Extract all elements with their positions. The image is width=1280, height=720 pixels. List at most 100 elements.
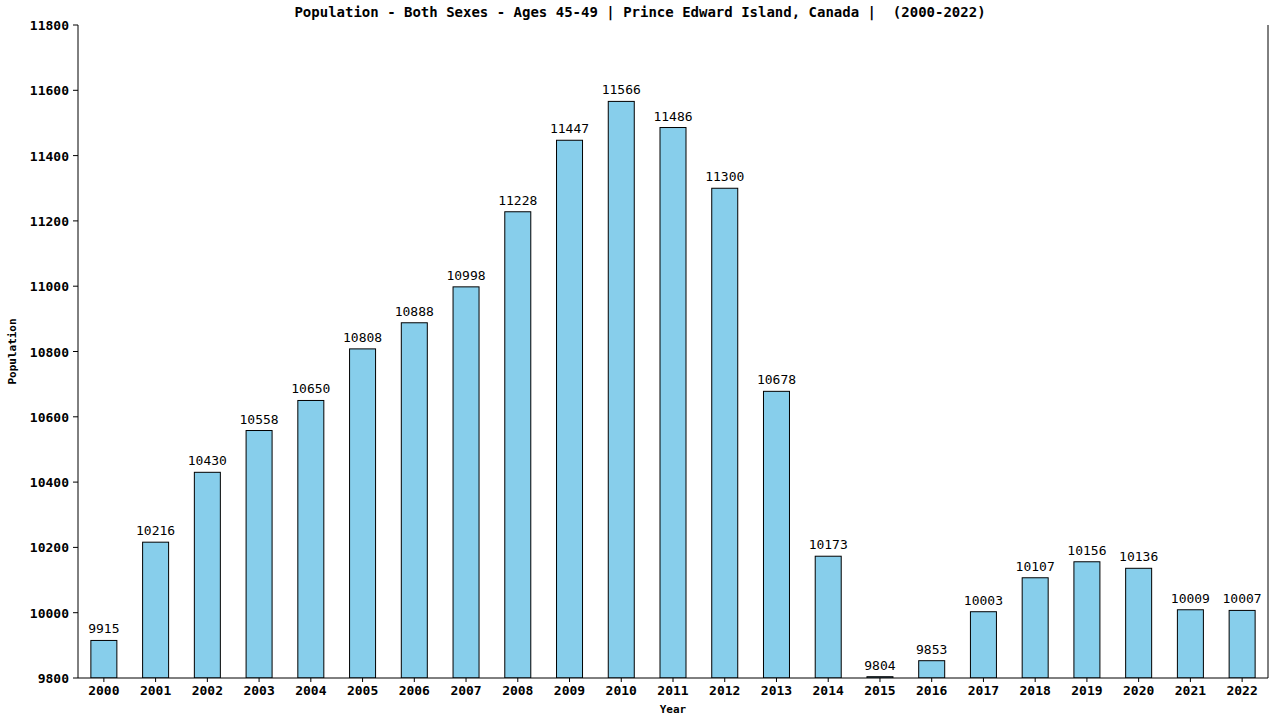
x-tick	[155, 678, 156, 682]
x-tick-label: 2005	[347, 683, 378, 698]
data-label: 10650	[291, 381, 330, 396]
y-tick	[73, 678, 78, 679]
bar	[401, 323, 427, 678]
data-label: 11228	[498, 193, 537, 208]
bar	[557, 140, 583, 678]
y-tick-label: 9800	[38, 671, 69, 686]
x-tick-label: 2016	[916, 683, 947, 698]
x-tick-label: 2009	[554, 683, 585, 698]
x-tick	[828, 678, 829, 682]
data-label: 10136	[1119, 549, 1158, 564]
data-label: 10678	[757, 372, 796, 387]
data-label: 9804	[864, 658, 895, 673]
data-label: 9915	[88, 621, 119, 636]
data-label: 10888	[395, 304, 434, 319]
x-tick-label: 2008	[502, 683, 533, 698]
x-tick	[1242, 678, 1243, 682]
bar	[505, 212, 531, 678]
bar	[143, 542, 169, 678]
bar	[608, 101, 634, 678]
data-label: 11566	[602, 82, 641, 97]
x-tick-label: 2014	[813, 683, 844, 698]
data-label: 10173	[809, 537, 848, 552]
bar	[246, 431, 272, 678]
x-tick	[1138, 678, 1139, 682]
y-tick	[73, 90, 78, 91]
y-tick-label: 10600	[30, 410, 69, 425]
y-tick	[73, 547, 78, 548]
data-label: 10107	[1016, 559, 1055, 574]
bar	[1126, 568, 1152, 678]
bar	[298, 400, 324, 678]
y-tick-label: 11400	[30, 149, 69, 164]
x-tick	[517, 678, 518, 682]
x-tick	[103, 678, 104, 682]
y-tick	[73, 286, 78, 287]
x-tick	[1086, 678, 1087, 682]
x-tick	[724, 678, 725, 682]
bar	[712, 188, 738, 678]
bar	[350, 349, 376, 678]
bar	[970, 612, 996, 678]
data-label: 11300	[705, 169, 744, 184]
x-tick-label: 2012	[709, 683, 740, 698]
x-tick	[776, 678, 777, 682]
bar	[1074, 562, 1100, 678]
x-tick	[259, 678, 260, 682]
x-tick-label: 2000	[88, 683, 119, 698]
x-tick-label: 2020	[1123, 683, 1154, 698]
bars	[91, 101, 1255, 678]
data-label: 10430	[188, 453, 227, 468]
y-tick-label: 11600	[30, 83, 69, 98]
x-tick	[673, 678, 674, 682]
data-label: 10003	[964, 593, 1003, 608]
x-tick	[466, 678, 467, 682]
x-tick	[569, 678, 570, 682]
y-tick	[73, 25, 78, 26]
y-tick-label: 10800	[30, 345, 69, 360]
data-label: 10558	[240, 412, 279, 427]
x-tick-label: 2019	[1071, 683, 1102, 698]
x-tick-label: 2002	[192, 683, 223, 698]
title: Population - Both Sexes - Ages 45-49 | P…	[294, 4, 985, 21]
x-tick-label: 2015	[864, 683, 895, 698]
bar	[194, 472, 220, 678]
x-tick	[362, 678, 363, 682]
x-tick-label: 2018	[1020, 683, 1051, 698]
bar	[660, 128, 686, 678]
x-tick	[1035, 678, 1036, 682]
x-tick-label: 2001	[140, 683, 171, 698]
x-tick	[207, 678, 208, 682]
x-tick-label: 2011	[657, 683, 688, 698]
y-tick	[73, 612, 78, 613]
x-tick-label: 2004	[295, 683, 326, 698]
y-tick-label: 11000	[30, 279, 69, 294]
x-tick-label: 2006	[399, 683, 430, 698]
x-tick-label: 2017	[968, 683, 999, 698]
y-tick-label: 10000	[30, 606, 69, 621]
bar	[919, 661, 945, 678]
chart-svg: Population - Both Sexes - Ages 45-49 | P…	[0, 0, 1280, 720]
right-axis-line	[1268, 25, 1269, 678]
y-tick	[73, 155, 78, 156]
x-tick	[931, 678, 932, 682]
bar	[1229, 610, 1255, 678]
bar	[815, 556, 841, 678]
data-label: 9853	[916, 642, 947, 657]
data-label: 10009	[1171, 591, 1210, 606]
data-label: 10007	[1223, 591, 1262, 606]
x-tick	[879, 678, 880, 682]
y-tick	[73, 482, 78, 483]
x-axis-label: Year	[660, 703, 687, 716]
y-tick-label: 10200	[30, 540, 69, 555]
bar	[453, 287, 479, 678]
y-tick	[73, 220, 78, 221]
x-tick	[621, 678, 622, 682]
data-label: 10216	[136, 523, 175, 538]
data-label: 10156	[1067, 543, 1106, 558]
y-axis-label: Population	[6, 318, 19, 384]
x-tick-label: 2013	[761, 683, 792, 698]
data-label: 10998	[446, 268, 485, 283]
x-tick-label: 2003	[243, 683, 274, 698]
y-tick-label: 11200	[30, 214, 69, 229]
